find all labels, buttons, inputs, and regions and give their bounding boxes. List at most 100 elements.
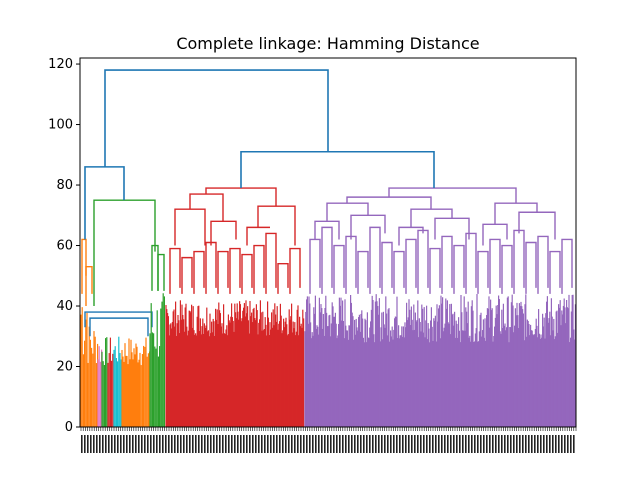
- x-tick-glyph: [393, 435, 395, 453]
- link-blue: [240, 150, 435, 189]
- x-tick-glyph: [438, 435, 440, 453]
- x-tick-glyph: [498, 435, 500, 453]
- x-tick-glyph: [321, 435, 323, 453]
- x-tick-glyph: [123, 435, 125, 453]
- x-tick-glyph: [291, 435, 293, 453]
- x-tick-glyph: [168, 435, 170, 453]
- x-tick-glyph: [273, 435, 275, 453]
- x-tick-glyph: [330, 435, 332, 453]
- x-tick-glyph: [198, 435, 200, 453]
- plot-frame: [79, 57, 577, 428]
- x-tick-glyph: [216, 435, 218, 453]
- x-tick-glyph: [522, 435, 524, 453]
- x-tick-glyph: [510, 435, 512, 453]
- x-tick-glyph: [414, 435, 416, 453]
- link-purple: [525, 241, 537, 294]
- x-tick-glyph: [237, 435, 239, 453]
- link-purple: [345, 235, 357, 294]
- link-purple: [489, 238, 501, 294]
- x-tick-glyph: [465, 435, 467, 453]
- x-tick-glyph: [468, 435, 470, 453]
- link-red: [181, 256, 193, 294]
- x-tick-glyph: [408, 435, 410, 453]
- x-tick-glyph: [240, 435, 242, 453]
- x-tick-glyph: [171, 435, 173, 453]
- x-tick-glyph: [336, 435, 338, 453]
- link-red: [253, 244, 265, 294]
- x-tick-glyph: [537, 435, 539, 453]
- x-tick-glyph: [315, 435, 317, 453]
- x-tick-glyph: [255, 435, 257, 453]
- x-tick-glyph: [492, 435, 494, 453]
- x-tick-glyph: [96, 435, 98, 453]
- link-purple: [441, 235, 453, 294]
- x-tick-glyph: [471, 435, 473, 453]
- chart-title: Complete linkage: Hamming Distance: [176, 34, 479, 53]
- x-tick-glyph: [147, 435, 149, 453]
- x-tick-glyph: [312, 435, 314, 453]
- x-tick-glyph: [309, 435, 311, 453]
- x-tick-glyph: [231, 435, 233, 453]
- link-purple: [321, 226, 333, 294]
- x-tick-glyph: [543, 435, 545, 453]
- x-tick-glyph: [450, 435, 452, 453]
- x-tick-glyph: [105, 435, 107, 453]
- x-tick-glyph: [417, 435, 419, 453]
- link-purple: [561, 238, 573, 294]
- x-tick-glyph: [504, 435, 506, 453]
- x-tick-glyph: [561, 435, 563, 453]
- link-purple: [350, 214, 386, 240]
- x-tick-glyph: [135, 435, 137, 453]
- x-tick-glyph: [81, 435, 83, 453]
- x-tick-glyph: [399, 435, 401, 453]
- y-axis: 0 20 40 60 80 100 120: [48, 57, 80, 435]
- x-tick-glyph: [177, 435, 179, 453]
- x-tick-glyph: [234, 435, 236, 453]
- x-tick-glyph: [270, 435, 272, 453]
- x-tick-glyph: [252, 435, 254, 453]
- x-tick-glyph: [186, 435, 188, 453]
- link-purple: [326, 202, 369, 222]
- link-purple: [417, 229, 429, 294]
- link-red: [217, 250, 229, 294]
- x-tick-glyph: [222, 435, 224, 453]
- x-tick-glyph: [87, 435, 89, 453]
- x-tick-glyph: [516, 435, 518, 453]
- x-tick-glyph: [402, 435, 404, 453]
- x-tick-glyph: [441, 435, 443, 453]
- x-tick-glyph: [363, 435, 365, 453]
- x-tick-glyph: [183, 435, 185, 453]
- x-tick-glyph: [531, 435, 533, 453]
- x-tick-glyph: [108, 435, 110, 453]
- link-orange: [81, 238, 87, 294]
- x-tick-glyph: [189, 435, 191, 453]
- link-purple: [314, 220, 340, 240]
- x-tick-glyph: [573, 435, 575, 453]
- x-tick-glyph: [519, 435, 521, 453]
- y-tick-label: 40: [56, 299, 73, 314]
- link-purple: [388, 187, 517, 204]
- x-tick-glyph: [156, 435, 158, 453]
- x-tick-glyph: [387, 435, 389, 453]
- x-tick-glyph: [285, 435, 287, 453]
- x-tick-glyph: [297, 435, 299, 453]
- x-tick-glyph: [84, 435, 86, 453]
- x-tick-glyph: [477, 435, 479, 453]
- x-tick-glyph: [357, 435, 359, 453]
- x-tick-glyph: [207, 435, 209, 453]
- x-tick-glyph: [117, 435, 119, 453]
- x-tick-glyph: [480, 435, 482, 453]
- x-tick-glyph: [282, 435, 284, 453]
- link-green: [151, 244, 159, 291]
- x-tick-glyph: [429, 435, 431, 453]
- x-tick-glyph: [294, 435, 296, 453]
- x-tick-glyph: [378, 435, 380, 453]
- link-purple: [381, 241, 393, 294]
- x-tick-glyph: [390, 435, 392, 453]
- link-red: [246, 226, 270, 246]
- link-green: [93, 199, 156, 307]
- link-blue: [104, 69, 329, 167]
- x-tick-glyph: [525, 435, 527, 453]
- x-tick-glyph: [219, 435, 221, 453]
